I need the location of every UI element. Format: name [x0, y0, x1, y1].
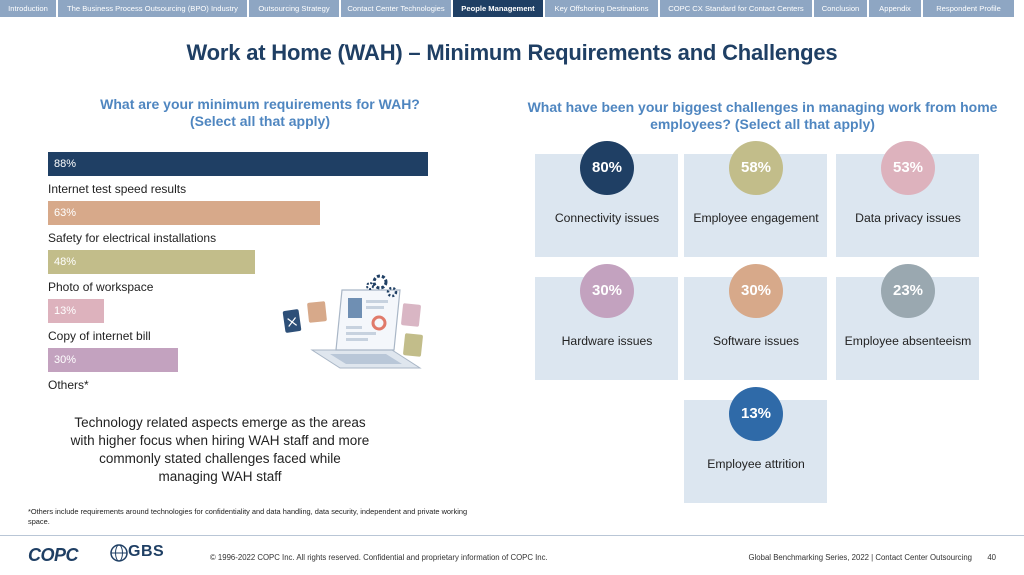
tab-introduction[interactable]: Introduction: [0, 0, 56, 17]
bar-row: 63% Safety for electrical installations: [48, 201, 448, 250]
gbs-logo: GBS: [128, 543, 165, 560]
challenge-label: Employee attrition: [707, 457, 805, 471]
challenge-label: Software issues: [712, 334, 800, 348]
bar-category-label: Copy of internet bill: [48, 329, 151, 343]
bar-row: 88% Internet test speed results: [48, 152, 448, 201]
challenge-percent-badge: 80%: [580, 141, 634, 195]
tab-conclusion[interactable]: Conclusion: [814, 0, 867, 17]
bar: 48%: [48, 250, 256, 274]
gbs-globe-icon: [110, 544, 128, 562]
footnote: *Others include requirements around tech…: [28, 507, 468, 526]
requirements-question: What are your minimum requirements for W…: [60, 96, 460, 130]
tab-key-offshoring-destinations[interactable]: Key Offshoring Destinations: [545, 0, 658, 17]
page-number: 40: [987, 553, 996, 562]
challenge-percent-badge: 58%: [729, 141, 783, 195]
tab-outsourcing-strategy[interactable]: Outsourcing Strategy: [249, 0, 339, 17]
tab-people-management[interactable]: People Management: [453, 0, 543, 17]
bar-category-label: Others*: [48, 378, 89, 392]
tab-the-business-process-outsourcing-bpo-industry[interactable]: The Business Process Outsourcing (BPO) I…: [58, 0, 247, 17]
tab-appendix[interactable]: Appendix: [869, 0, 921, 17]
bar-row: 30% Others*: [48, 348, 448, 397]
bar: 13%: [48, 299, 105, 323]
requirements-question-line: What are your minimum requirements for W…: [100, 96, 420, 112]
challenge-percent-badge: 30%: [729, 264, 783, 318]
challenge-label: Employee engagement: [693, 211, 819, 225]
requirements-question-line: (Select all that apply): [189, 113, 331, 129]
challenges-question: What have been your biggest challenges i…: [527, 99, 998, 132]
challenge-percent-badge: 30%: [580, 264, 634, 318]
copyright: © 1996-2022 COPC Inc. All rights reserve…: [210, 553, 548, 562]
bar-category-label: Photo of workspace: [48, 280, 154, 294]
tab-copc-cx-standard-for-contact-centers[interactable]: COPC CX Standard for Contact Centers: [660, 0, 812, 17]
challenge-percent-badge: 13%: [729, 387, 783, 441]
bar: 63%: [48, 201, 321, 225]
challenge-label: Connectivity issues: [554, 211, 660, 225]
requirements-bar-chart: 88% Internet test speed results 63% Safety …: [48, 152, 448, 397]
challenge-percent-badge: 53%: [881, 141, 935, 195]
copc-logo: COPC: [28, 545, 79, 565]
bar: 88%: [48, 152, 429, 176]
bar: 30%: [48, 348, 178, 372]
bar-row: 13% Copy of internet bill: [48, 299, 448, 348]
tab-contact-center-technologies[interactable]: Contact Center Technologies: [341, 0, 451, 17]
tab-respondent-profile[interactable]: Respondent Profile: [923, 0, 1014, 17]
bar-category-label: Safety for electrical installations: [48, 231, 217, 245]
summary-text: Technology related aspects emerge as the…: [70, 415, 370, 484]
challenge-label: Data privacy issues: [855, 211, 961, 225]
page-title: Work at Home (WAH) – Minimum Requirement…: [186, 40, 838, 65]
footer-divider: [0, 535, 1024, 536]
challenge-label: Hardware issues: [561, 334, 653, 348]
challenge-percent-badge: 23%: [881, 264, 935, 318]
challenge-label: Employee absenteeism: [844, 334, 972, 348]
section-tabs: Introduction The Business Process Outsour…: [0, 0, 1024, 17]
bar-category-label: Internet test speed results: [48, 182, 187, 196]
series-label: Global Benchmarking Series, 2022 | Conta…: [748, 553, 973, 562]
laptop-with-gears-and-documents-icon: [282, 274, 423, 369]
bar-row: 48% Photo of workspace: [48, 250, 448, 299]
